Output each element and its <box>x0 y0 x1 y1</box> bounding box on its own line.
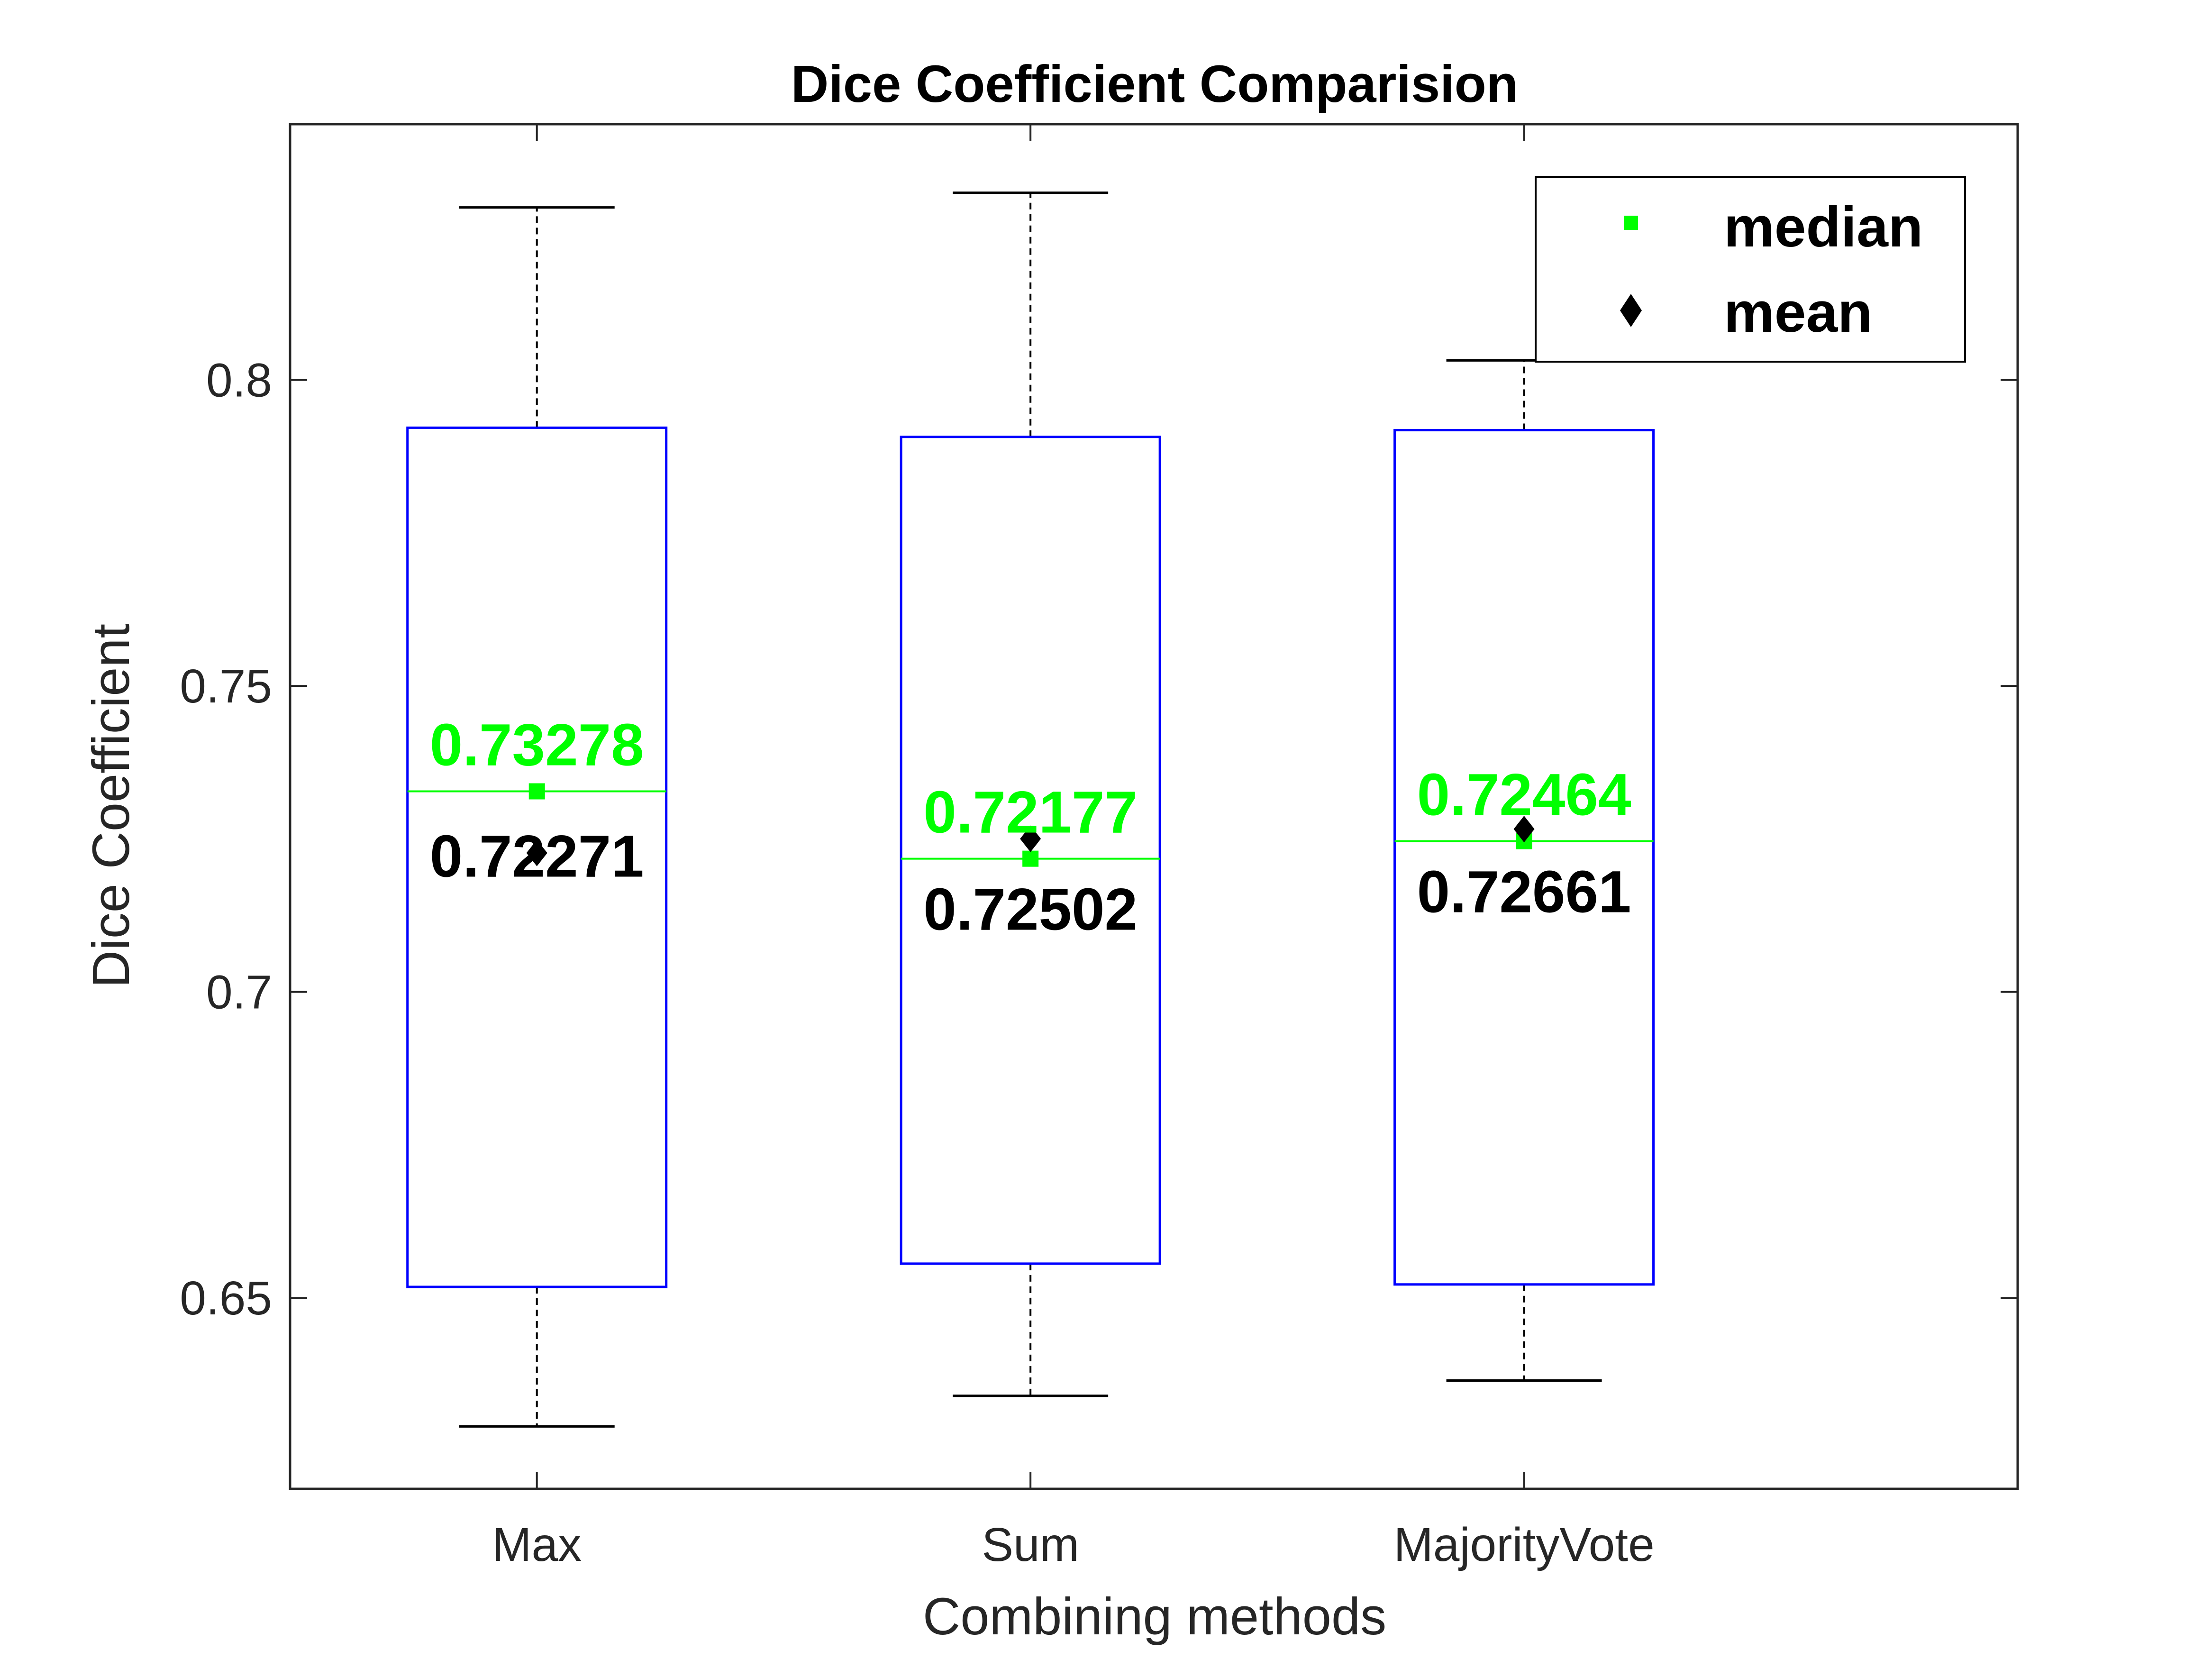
axes-frame <box>289 123 2019 1490</box>
box-MajorityVote <box>1393 429 1655 1286</box>
y-tick-label: 0.8 <box>206 354 272 407</box>
legend-median-marker <box>1624 216 1638 230</box>
legend-box <box>1535 176 1966 363</box>
legend: median mean <box>1535 176 1966 363</box>
x-axis-label: Combining methods <box>923 1587 1386 1646</box>
y-tick-label: 0.75 <box>180 660 272 713</box>
median-marker <box>1022 850 1039 867</box>
mean-marker <box>1020 825 1041 852</box>
legend-mean-marker <box>1620 294 1642 327</box>
y-axis-label: Dice Coefficient <box>82 624 140 988</box>
box-Max <box>406 426 668 1288</box>
x-tick-label: MajorityVote <box>1393 1518 1654 1571</box>
median-value-label: 0.72177 <box>923 780 1138 846</box>
median-value-label: 0.72464 <box>1417 762 1631 828</box>
x-tick-label: Max <box>492 1518 582 1571</box>
median-value-label: 0.73278 <box>430 712 644 778</box>
plot-area: 0.73278 0.72271 Max 0.72177 0.72502 Sum 0.7246… <box>406 191 1655 1571</box>
median-marker <box>528 783 545 800</box>
y-tick-label: 0.7 <box>206 966 272 1019</box>
legend-median-label: median <box>1724 195 1923 259</box>
chart-title: Dice Coefficient Comparision <box>791 55 1518 113</box>
mean-marker <box>1513 816 1535 843</box>
box-Sum <box>900 436 1161 1265</box>
mean-marker <box>526 839 547 866</box>
mean-value-label: 0.72502 <box>923 877 1138 943</box>
y-tick-label: 0.65 <box>180 1272 272 1325</box>
legend-mean-label: mean <box>1724 281 1872 344</box>
axes: 0.65 0.7 0.75 0.8 <box>180 123 2019 1490</box>
x-tick-label: Sum <box>982 1518 1079 1571</box>
mean-value-label: 0.72271 <box>430 823 644 889</box>
mean-value-label: 0.72661 <box>1417 859 1631 925</box>
